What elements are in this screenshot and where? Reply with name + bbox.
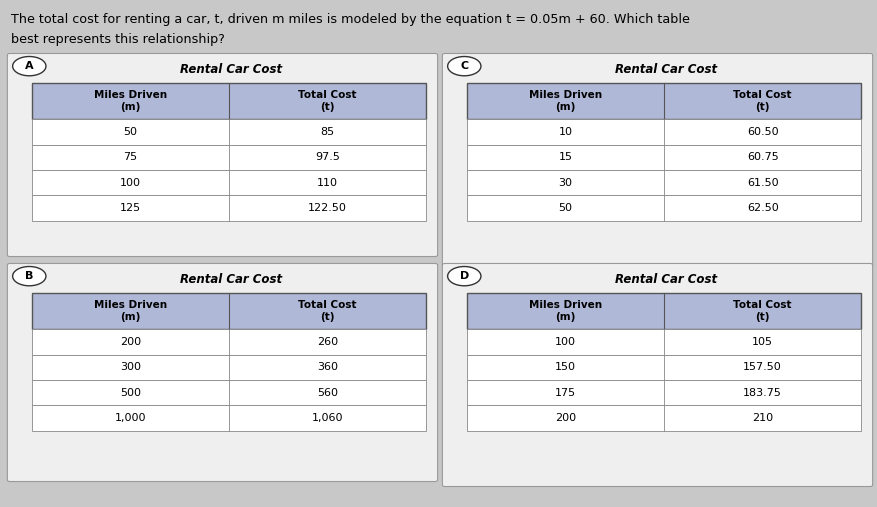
Text: Rental Car Cost: Rental Car Cost: [615, 62, 717, 76]
Text: 260: 260: [317, 337, 339, 347]
Text: 100: 100: [555, 337, 576, 347]
Text: 157.50: 157.50: [744, 363, 782, 373]
Text: 105: 105: [752, 337, 774, 347]
Text: 61.50: 61.50: [747, 178, 779, 188]
Text: 183.75: 183.75: [743, 388, 782, 398]
Text: 300: 300: [120, 363, 141, 373]
Text: 97.5: 97.5: [315, 153, 340, 162]
Text: 175: 175: [555, 388, 576, 398]
Text: B: B: [25, 271, 33, 281]
Text: D: D: [460, 271, 469, 281]
Text: A: A: [25, 61, 33, 71]
Text: 360: 360: [317, 363, 339, 373]
Text: 15: 15: [559, 153, 573, 162]
Text: 30: 30: [559, 178, 573, 188]
Text: Rental Car Cost: Rental Car Cost: [180, 273, 282, 285]
Text: Miles Driven
(m): Miles Driven (m): [94, 90, 167, 113]
Text: Total Cost
(t): Total Cost (t): [298, 90, 357, 113]
Text: C: C: [460, 61, 468, 71]
Text: 60.50: 60.50: [747, 127, 779, 137]
Text: Rental Car Cost: Rental Car Cost: [615, 273, 717, 285]
Text: 210: 210: [752, 413, 774, 423]
Text: Miles Driven
(m): Miles Driven (m): [529, 300, 602, 322]
Text: 50: 50: [124, 127, 138, 137]
Text: 62.50: 62.50: [747, 203, 779, 213]
Text: 500: 500: [120, 388, 141, 398]
Text: 150: 150: [555, 363, 576, 373]
Text: 560: 560: [317, 388, 339, 398]
Text: 1,060: 1,060: [312, 413, 344, 423]
Text: 200: 200: [120, 337, 141, 347]
Text: 85: 85: [321, 127, 335, 137]
Text: Rental Car Cost: Rental Car Cost: [180, 62, 282, 76]
Text: 1,000: 1,000: [115, 413, 146, 423]
Text: Total Cost
(t): Total Cost (t): [298, 300, 357, 322]
Text: 100: 100: [120, 178, 141, 188]
Text: 60.75: 60.75: [747, 153, 779, 162]
Text: Miles Driven
(m): Miles Driven (m): [94, 300, 167, 322]
Text: Miles Driven
(m): Miles Driven (m): [529, 90, 602, 113]
Text: 75: 75: [124, 153, 138, 162]
Text: 50: 50: [559, 203, 573, 213]
Text: 10: 10: [559, 127, 573, 137]
Text: Total Cost
(t): Total Cost (t): [733, 300, 792, 322]
Text: best represents this relationship?: best represents this relationship?: [11, 33, 225, 46]
Text: The total cost for renting a car, t, driven m miles is modeled by the equation t: The total cost for renting a car, t, dri…: [11, 13, 689, 26]
Text: Total Cost
(t): Total Cost (t): [733, 90, 792, 113]
Text: 125: 125: [120, 203, 141, 213]
Text: 122.50: 122.50: [308, 203, 347, 213]
Text: 110: 110: [317, 178, 339, 188]
Text: 200: 200: [555, 413, 576, 423]
